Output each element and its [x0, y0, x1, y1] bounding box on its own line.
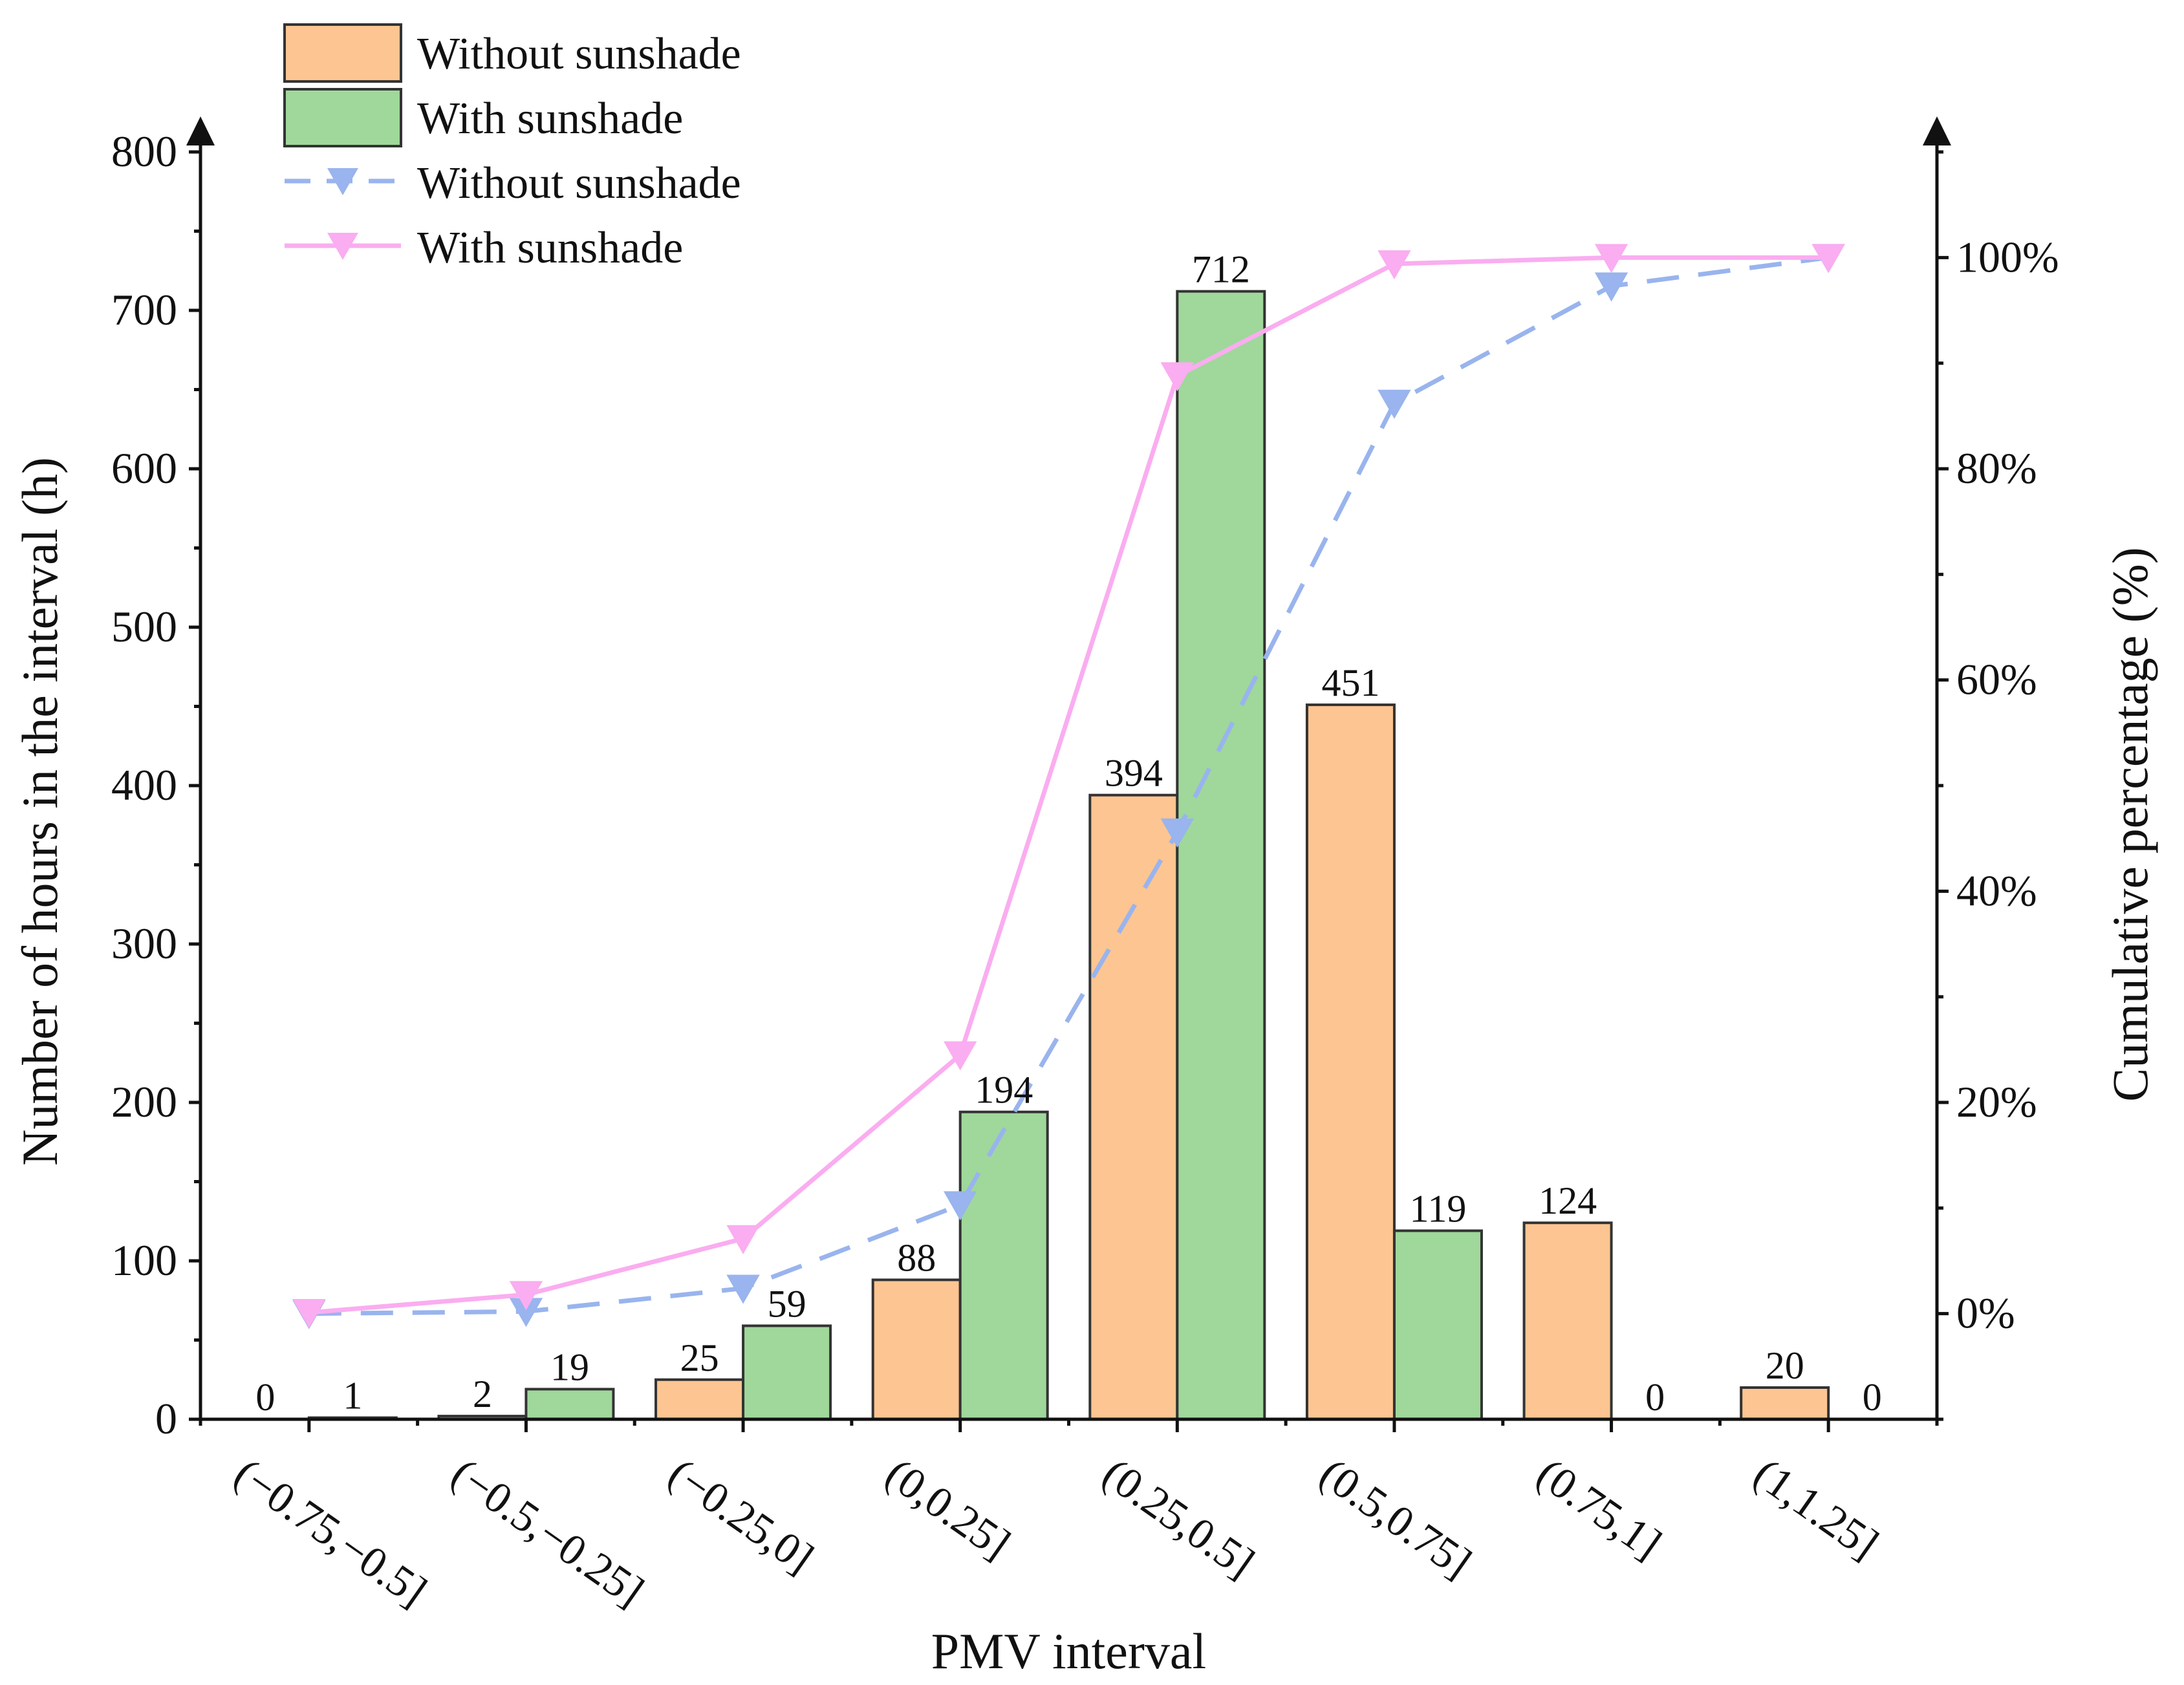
bar-value-label: 451	[1321, 661, 1379, 704]
cumulative-line-with	[308, 255, 1829, 1315]
bar-value-label: 2	[473, 1373, 492, 1415]
cumulative-marker-without-4	[1160, 818, 1195, 848]
y2-tick-label: 60%	[1956, 655, 2037, 704]
bar-without-6	[1522, 1221, 1613, 1421]
bar-without-5	[1305, 703, 1396, 1421]
y2-tick-label: 80%	[1956, 444, 2037, 493]
y-tick-label: 100	[111, 1236, 177, 1285]
bar-with-2	[742, 1324, 832, 1421]
bar-without-7	[1740, 1386, 1830, 1421]
cumulative-marker-with-6	[1594, 244, 1628, 274]
y2-tick-label: 40%	[1956, 866, 2037, 915]
bar-value-label: 0	[255, 1376, 275, 1419]
legend-label: Without sunshade	[417, 158, 741, 208]
bar-value-label: 194	[975, 1069, 1033, 1111]
y-axis-title: Number of hours in the interval (h)	[12, 457, 68, 1166]
y2-tick-label: 0%	[1956, 1289, 2015, 1338]
x-category-label: (−0.75,−0.5]	[226, 1448, 436, 1616]
cumulative-marker-with-4	[1160, 362, 1195, 392]
cumulative-marker-without-6	[1594, 272, 1628, 302]
y-tick-label: 600	[111, 444, 177, 493]
cumulative-marker-with-1	[509, 1281, 543, 1311]
cumulative-marker-without-2	[726, 1274, 760, 1304]
bar-value-label: 1	[343, 1375, 362, 1417]
cumulative-marker-with-7	[1811, 244, 1845, 274]
legend-swatch-bar-1	[283, 88, 402, 147]
y-tick-label: 300	[111, 919, 177, 968]
bar-with-5	[1392, 1229, 1483, 1421]
cumulative-marker-with-2	[726, 1225, 760, 1254]
y2-axis-title: Cumulative percentage (%)	[2102, 547, 2158, 1102]
bar-value-label: 19	[550, 1346, 589, 1388]
legend-swatch-marker-2	[327, 168, 358, 195]
cumulative-line-without	[308, 255, 1829, 1316]
bar-value-label: 0	[1645, 1376, 1665, 1419]
bar-value-label: 59	[768, 1282, 806, 1325]
cumulative-marker-with-5	[1378, 250, 1411, 280]
right-axis-arrow	[1923, 116, 1951, 145]
y-tick-label: 800	[111, 127, 177, 176]
x-category-label: (0.25,0.5]	[1094, 1448, 1264, 1587]
bar-value-label: 119	[1410, 1187, 1467, 1230]
x-category-label: (0.5,0.75]	[1311, 1448, 1480, 1587]
bar-value-label: 25	[680, 1336, 719, 1379]
legend-label: With sunshade	[417, 94, 683, 144]
y-tick-label: 0	[155, 1394, 177, 1443]
cumulative-marker-without-5	[1378, 389, 1411, 419]
cumulative-marker-with-0	[292, 1299, 326, 1329]
bar-with-4	[1176, 290, 1266, 1421]
bar-value-label: 0	[1863, 1376, 1882, 1419]
y-tick-label: 700	[111, 285, 177, 334]
x-category-label: (0.75,1]	[1528, 1448, 1670, 1569]
bar-with-1	[524, 1388, 615, 1421]
left-axis-arrow	[186, 116, 215, 145]
x-category-label: (1,1.25]	[1746, 1448, 1888, 1569]
legend-swatch-bar-0	[283, 23, 402, 83]
bar-without-2	[654, 1378, 745, 1421]
bar-value-label: 712	[1192, 248, 1250, 291]
y2-tick-label: 100%	[1956, 232, 2059, 281]
bar-value-label: 394	[1105, 752, 1163, 795]
legend-label: With sunshade	[417, 223, 683, 273]
bar-value-label: 88	[897, 1236, 936, 1279]
legend-swatch-marker-3	[327, 233, 358, 260]
bar-without-4	[1088, 793, 1179, 1421]
cumulative-marker-without-3	[943, 1191, 977, 1221]
x-category-label: (−0.25,0]	[660, 1448, 822, 1583]
x-category-label: (−0.5,−0.25]	[443, 1448, 653, 1616]
bar-without-3	[871, 1278, 962, 1421]
cumulative-marker-with-3	[943, 1041, 977, 1071]
bar-value-label: 20	[1766, 1344, 1804, 1387]
x-axis-title: PMV interval	[931, 1623, 1206, 1679]
y2-tick-label: 20%	[1956, 1077, 2037, 1126]
y-tick-label: 500	[111, 602, 177, 651]
bar-value-label: 124	[1539, 1179, 1597, 1222]
y-tick-label: 200	[111, 1077, 177, 1126]
y-tick-label: 400	[111, 760, 177, 810]
bar-with-3	[958, 1110, 1049, 1421]
legend-label: Without sunshade	[417, 29, 741, 79]
x-category-label: (0,0.25]	[877, 1448, 1019, 1569]
